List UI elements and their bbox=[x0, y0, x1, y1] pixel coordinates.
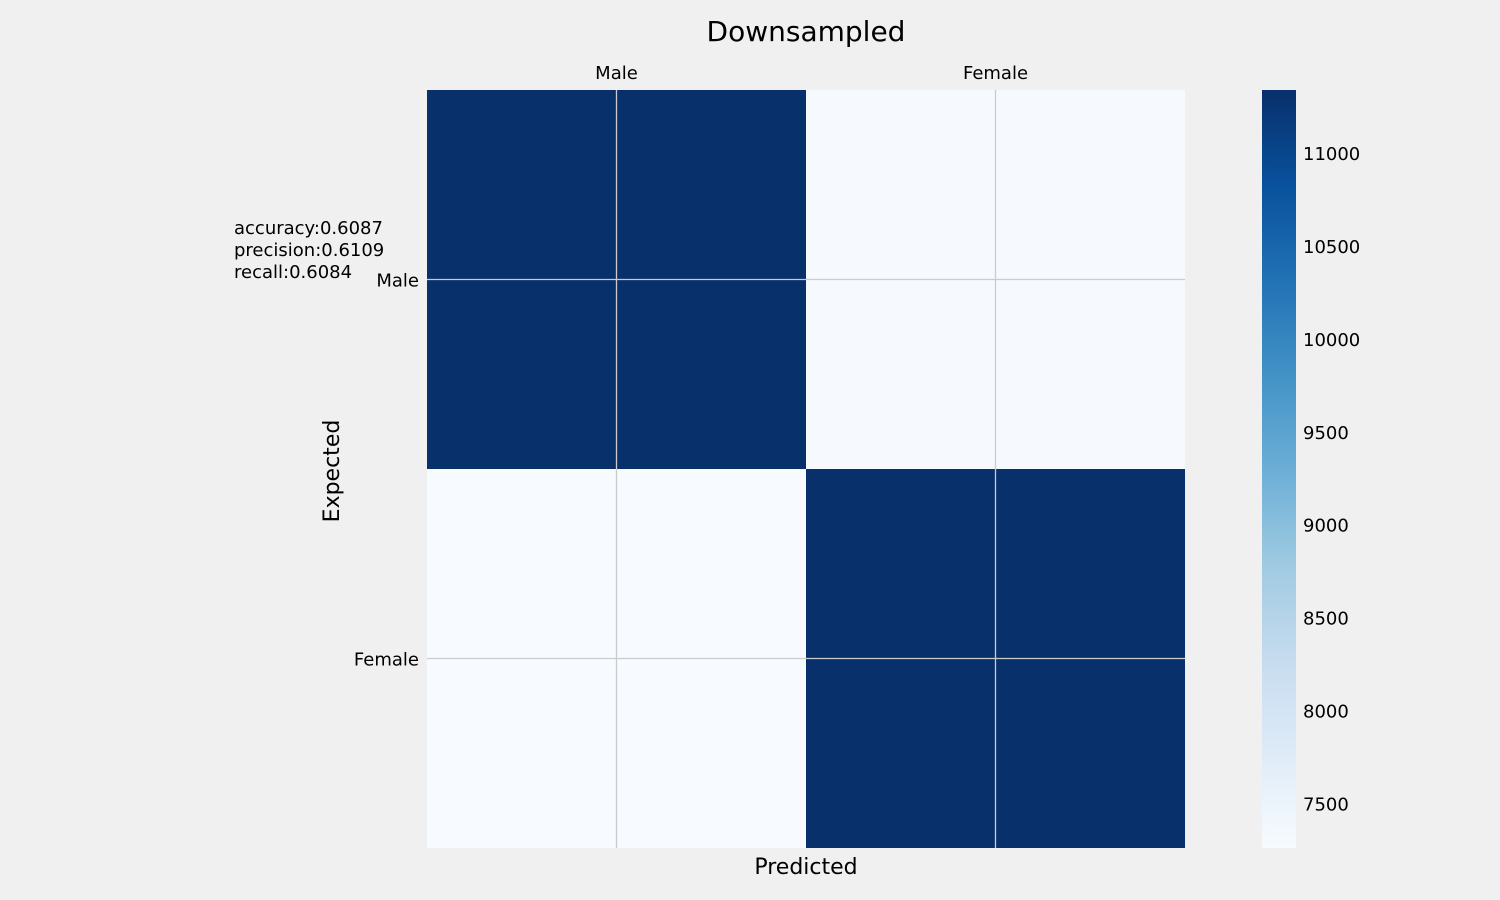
x-tick-labels: Male Female bbox=[595, 63, 1028, 84]
heatmap-cells bbox=[427, 90, 1185, 848]
grid-lines bbox=[427, 90, 1185, 848]
metric-line: accuracy:0.6087 bbox=[234, 218, 383, 239]
colorbar-tick-label: 10500 bbox=[1303, 237, 1360, 258]
x-tick-label: Male bbox=[595, 63, 638, 84]
metric-line: recall:0.6084 bbox=[234, 262, 352, 283]
x-axis-label: Predicted bbox=[754, 855, 857, 880]
metrics-annotation: accuracy:0.6087precision:0.6109recall:0.… bbox=[234, 218, 384, 283]
colorbar-tick-label: 11000 bbox=[1303, 144, 1360, 165]
colorbar-tick-label: 9500 bbox=[1303, 423, 1349, 444]
colorbar-tick-label: 8000 bbox=[1303, 702, 1349, 723]
colorbar-tick-label: 7500 bbox=[1303, 794, 1349, 815]
colorbar-tick-label: 8500 bbox=[1303, 609, 1349, 630]
y-tick-labels: Male Female bbox=[354, 271, 419, 671]
colorbar-gradient bbox=[1262, 90, 1296, 848]
chart-title: Downsampled bbox=[707, 15, 906, 48]
colorbar: 7500 8000 8500 9000 9500 10000 10500 11000 bbox=[1262, 90, 1360, 848]
colorbar-tick-label: 9000 bbox=[1303, 516, 1349, 537]
metric-line: precision:0.6109 bbox=[234, 240, 384, 261]
y-axis-label: Expected bbox=[320, 420, 345, 523]
colorbar-tick-label: 10000 bbox=[1303, 330, 1360, 351]
y-tick-label: Female bbox=[354, 650, 419, 671]
x-tick-label: Female bbox=[963, 63, 1028, 84]
y-tick-label: Male bbox=[376, 271, 419, 292]
